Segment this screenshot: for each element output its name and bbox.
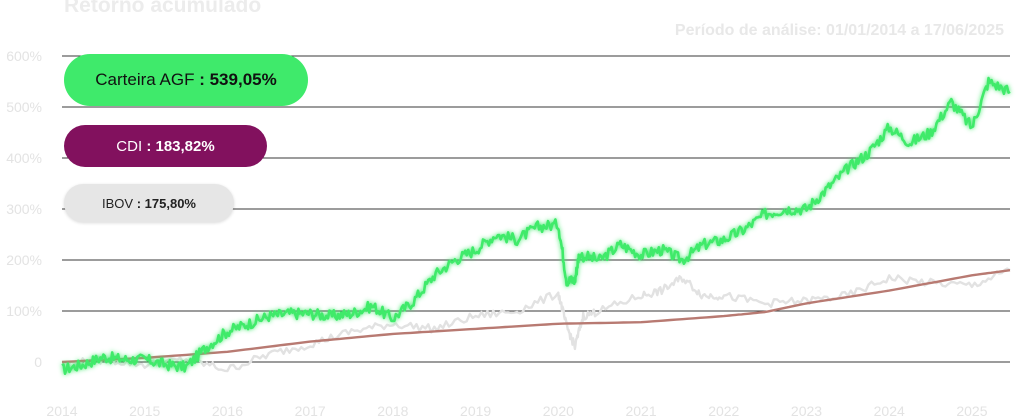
legend-value-carteira-agf: : 539,05% — [199, 70, 277, 89]
y-tick-label: 0 — [34, 354, 42, 370]
series-line-carteira-agf — [61, 76, 1011, 375]
x-tick-label: 2018 — [377, 403, 408, 419]
x-tick-label: 2020 — [543, 403, 574, 419]
legend-value-cdi: : 183,82% — [146, 137, 215, 155]
x-tick-label: 2017 — [295, 403, 326, 419]
y-tick-label: 200% — [6, 252, 42, 268]
legend-pill-carteira-agf: Carteira AGF : 539,05% — [64, 54, 308, 106]
legend-value-ibov: : 175,80% — [136, 195, 196, 211]
legend-label-ibov: IBOV — [102, 195, 134, 211]
x-tick-label: 2023 — [791, 403, 822, 419]
y-tick-label: 600% — [6, 48, 42, 64]
x-tick-label: 2016 — [212, 403, 243, 419]
x-tick-label: 2024 — [874, 403, 905, 419]
series-line-ibov — [61, 267, 1011, 373]
x-tick-label: 2015 — [129, 403, 160, 419]
series-line-cdi — [61, 269, 1011, 364]
x-tick-label: 2022 — [708, 403, 739, 419]
x-tick-label: 2014 — [46, 403, 77, 419]
legend-pill-cdi: CDI : 183,82% — [64, 125, 267, 167]
x-tick-label: 2025 — [956, 403, 987, 419]
y-tick-label: 500% — [6, 99, 42, 115]
y-tick-label: 300% — [6, 201, 42, 217]
period-label: Período de análise: 01/01/2014 a 17/06/2… — [674, 22, 1004, 39]
y-tick-label: 100% — [6, 303, 42, 319]
y-tick-label: 400% — [6, 150, 42, 166]
legend-label-carteira-agf: Carteira AGF — [95, 70, 195, 89]
x-tick-label: 2021 — [625, 403, 656, 419]
chart-title: Retorno acumulado — [64, 0, 262, 17]
legend-label-cdi: CDI — [116, 137, 143, 155]
x-tick-label: 2019 — [460, 403, 491, 419]
legend-pill-ibov: IBOV : 175,80% — [64, 184, 234, 222]
